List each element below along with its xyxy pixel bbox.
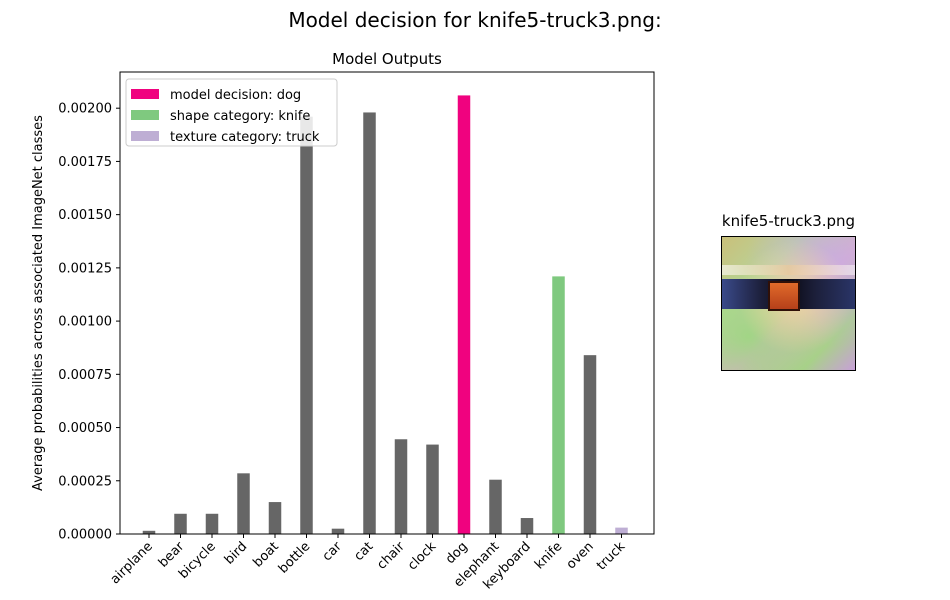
legend-box <box>125 78 338 147</box>
bar-keyboard <box>520 518 534 534</box>
bar-knife <box>552 276 565 534</box>
y-tick-label: 0.00075 <box>58 368 112 383</box>
legend: model decision: dog shape category: knife… <box>125 78 338 147</box>
legend-swatch <box>131 89 159 99</box>
y-tick-label: 0.00100 <box>58 315 112 330</box>
stimulus-image <box>721 236 856 371</box>
image-title: knife5-truck3.png <box>721 212 856 230</box>
x-tick-label: cat <box>351 539 376 564</box>
x-tick-label: clock <box>405 539 440 574</box>
bar-truck <box>615 527 628 534</box>
y-tick-label: 0.00000 <box>58 528 112 543</box>
x-tick-label: car <box>320 539 346 565</box>
bar-elephant <box>489 479 502 534</box>
bar-bottle <box>300 116 313 534</box>
bar-car <box>331 528 345 534</box>
legend-swatch <box>131 131 159 141</box>
x-tick-label: truck <box>594 539 629 574</box>
bar-dog <box>457 95 471 534</box>
bar-cat <box>363 112 376 535</box>
bar-boat <box>268 502 282 534</box>
x-tick-label: bird <box>222 539 250 567</box>
figure-title: Model decision for knife5-truck3.png: <box>288 8 662 32</box>
bars-group <box>142 95 628 535</box>
x-tick-label: knife <box>532 539 565 572</box>
y-axis-label: Average probabilities across associated … <box>31 115 46 491</box>
legend-label: shape category: knife <box>170 109 310 124</box>
bar-bicycle <box>205 513 219 534</box>
y-tick-label: 0.00050 <box>58 421 112 436</box>
bar-bird <box>237 473 250 534</box>
bar-bear <box>174 513 187 534</box>
y-tick-label: 0.00200 <box>58 102 112 117</box>
legend-label: texture category: truck <box>170 130 320 145</box>
bar-clock <box>426 444 439 534</box>
y-tick-label: 0.00125 <box>58 261 112 276</box>
y-tick-label: 0.00150 <box>58 208 112 223</box>
x-tick-label: chair <box>374 539 408 573</box>
x-tick-label: airplane <box>108 539 156 587</box>
y-tick-label: 0.00025 <box>58 474 112 489</box>
y-axis: 0.00000 0.00025 0.00050 0.00075 0.00100 0.001… <box>58 102 120 543</box>
x-tick-label: oven <box>564 539 597 572</box>
legend-label: model decision: dog <box>170 88 301 103</box>
chart-title: Model Outputs <box>332 50 442 68</box>
bar-chair <box>394 439 408 534</box>
legend-swatch <box>131 110 159 120</box>
y-tick-label: 0.00175 <box>58 155 112 170</box>
x-tick-label: bottle <box>276 539 313 576</box>
bar-airplane <box>142 530 156 534</box>
plot-frame <box>119 71 655 535</box>
bar-oven <box>583 355 597 534</box>
